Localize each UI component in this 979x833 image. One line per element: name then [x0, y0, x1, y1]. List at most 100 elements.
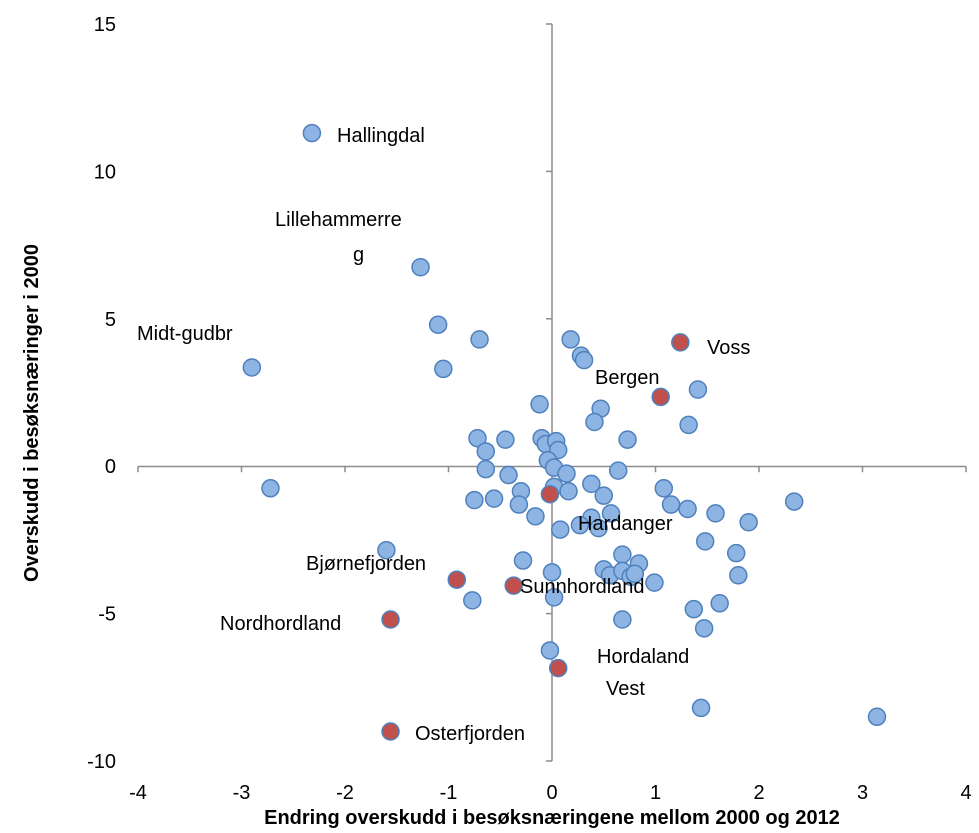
- data-point-blue: [434, 359, 453, 379]
- y-tick-label: -5: [98, 604, 116, 626]
- x-tick-label: 3: [857, 782, 868, 804]
- data-point-blue: [499, 465, 518, 485]
- data-point-blue: [540, 641, 560, 660]
- data-point-blue: [484, 489, 504, 508]
- data-point-blue: [679, 415, 698, 435]
- data-point-blue: [601, 504, 621, 523]
- data-point-blue: [684, 599, 704, 619]
- data-point-blue: [688, 380, 708, 399]
- data-point-blue: [613, 610, 632, 629]
- data-point-blue: [428, 315, 448, 334]
- data-point-red: [548, 658, 568, 678]
- label-hordaland-line1: Hordaland: [597, 646, 689, 668]
- y-tick-labels: 15 10 5 0 -5 -10: [87, 14, 116, 773]
- data-point-blue: [463, 591, 482, 610]
- tick-marks: [137, 23, 967, 762]
- label-midt-gudbr: Midt-gudbr: [137, 323, 233, 345]
- data-point-blue: [559, 482, 578, 501]
- x-tick-label: -3: [233, 782, 251, 804]
- data-point-red: [381, 610, 400, 629]
- data-point-blue: [694, 619, 714, 638]
- data-point-red: [381, 722, 400, 741]
- data-point-blue: [513, 551, 533, 570]
- y-tick-label: 15: [94, 14, 116, 36]
- data-point-blue: [470, 330, 489, 349]
- data-point-blue: [726, 543, 746, 563]
- label-hallingdal: Hallingdal: [337, 125, 425, 147]
- label-bjornefjorden: Bjørnefjorden: [306, 553, 426, 575]
- data-point-red: [651, 387, 670, 407]
- data-point-red: [540, 484, 560, 504]
- x-tick-label: 4: [960, 782, 971, 804]
- data-point-blue: [625, 564, 645, 584]
- label-hardanger: Hardanger: [578, 513, 673, 535]
- data-point-blue: [557, 464, 576, 483]
- data-point-red: [447, 570, 467, 589]
- data-point-blue: [476, 459, 496, 479]
- data-point-blue: [544, 588, 564, 607]
- label-lillehammer-line2: g: [353, 244, 364, 266]
- x-tick-label: 1: [650, 782, 661, 804]
- label-bergen: Bergen: [595, 367, 660, 389]
- data-point-blue: [509, 495, 529, 514]
- data-point-blue: [574, 350, 594, 370]
- label-voss: Voss: [707, 337, 750, 359]
- x-tick-labels: -4 -3 -2 -1 0 1 2 3 4: [129, 782, 971, 804]
- data-point-blue: [654, 479, 674, 498]
- data-point-blue: [706, 504, 725, 523]
- data-point-blue: [691, 698, 711, 718]
- data-point-blue: [618, 430, 637, 449]
- y-tick-label: 10: [94, 161, 116, 183]
- x-tick-label: -1: [440, 782, 458, 804]
- data-point-blue: [589, 518, 608, 538]
- label-hordaland-line2: Vest: [606, 678, 645, 700]
- data-points: [242, 123, 887, 741]
- data-point-blue: [377, 540, 396, 560]
- data-point-blue: [468, 428, 487, 448]
- data-point-blue: [695, 532, 715, 551]
- x-tick-label: 2: [753, 782, 764, 804]
- data-point-red: [504, 576, 523, 595]
- label-lillehammer-line1: Lillehammerre: [275, 209, 402, 231]
- data-point-blue: [551, 520, 570, 539]
- y-tick-label: 5: [105, 309, 116, 331]
- x-tick-label: -2: [336, 782, 354, 804]
- data-point-blue: [261, 479, 280, 498]
- point-labels: Hallingdal Lillehammerre g Midt-gudbr Vo…: [137, 125, 750, 745]
- x-tick-label: -4: [129, 782, 147, 804]
- data-point-blue: [710, 594, 729, 613]
- data-point-blue: [582, 474, 601, 494]
- data-point-blue: [608, 461, 628, 480]
- data-point-blue: [242, 358, 262, 377]
- y-tick-label: 0: [105, 456, 116, 478]
- data-point-blue: [542, 563, 562, 582]
- label-nordhordland: Nordhordland: [220, 613, 341, 635]
- data-point-blue: [661, 495, 681, 514]
- label-sunnhordland: Sunnhordland: [520, 576, 645, 598]
- data-point-blue: [302, 123, 322, 143]
- data-point-blue: [496, 430, 515, 449]
- x-tick-label: 0: [546, 782, 557, 804]
- data-point-blue: [594, 486, 613, 505]
- data-point-blue: [526, 507, 545, 526]
- data-point-blue: [530, 395, 549, 414]
- data-point-blue: [784, 492, 804, 511]
- data-point-blue: [561, 330, 580, 349]
- y-tick-label: -10: [87, 751, 116, 773]
- label-osterfjorden: Osterfjorden: [415, 723, 525, 745]
- data-point-red: [671, 333, 690, 352]
- data-point-blue: [867, 707, 887, 727]
- y-axis-title: Overskudd i besøksnæringer i 2000: [21, 244, 43, 582]
- data-point-blue: [645, 573, 664, 592]
- data-point-blue: [678, 499, 697, 519]
- data-point-blue: [476, 442, 496, 461]
- data-point-blue: [729, 566, 748, 585]
- data-point-blue: [465, 490, 484, 510]
- data-point-blue: [411, 257, 430, 277]
- data-point-blue: [613, 545, 632, 564]
- x-axis-title: Endring overskudd i besøksnæringene mell…: [264, 807, 840, 829]
- data-point-blue: [570, 515, 590, 535]
- data-point-blue: [585, 412, 604, 432]
- data-point-blue: [739, 512, 758, 532]
